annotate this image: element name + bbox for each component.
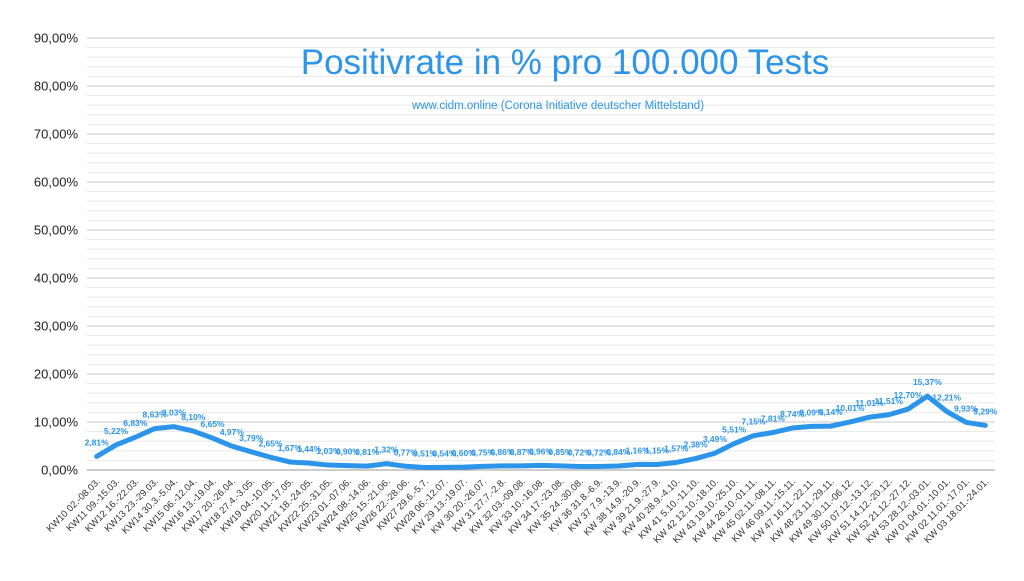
data-label: 1,44% <box>297 444 322 454</box>
data-label: 11,01% <box>855 398 884 408</box>
data-label: 0,77% <box>394 447 419 457</box>
data-label: 8,74% <box>780 409 805 419</box>
series-line <box>94 393 988 471</box>
data-label: 5,22% <box>104 426 129 436</box>
data-label: 9,09% <box>799 407 824 417</box>
y-tick-label: 70,00% <box>34 127 79 142</box>
y-tick-label: 80,00% <box>34 79 79 94</box>
data-label: 8,63% <box>143 410 168 420</box>
data-label: 0,72% <box>568 448 593 458</box>
data-label: 12,21% <box>932 392 961 402</box>
y-tick-label: 90,00% <box>34 31 79 46</box>
data-label: 9,14% <box>819 407 844 417</box>
data-label: 0,60% <box>452 448 477 458</box>
data-label: 2,65% <box>258 438 283 448</box>
data-label: 10,01% <box>836 403 865 413</box>
data-label: 6,83% <box>123 418 148 428</box>
data-label: 3,79% <box>239 433 264 443</box>
x-axis-tick-labels: KW10 02.-08.03.KW11 09.-15.03.KW12 16.-2… <box>45 476 992 545</box>
data-label: 0,87% <box>510 447 535 457</box>
data-label: 7,15% <box>741 417 766 427</box>
data-label: 0,86% <box>490 447 515 457</box>
data-label: 12,70% <box>894 390 923 400</box>
y-axis-tick-labels: 0,00% 10,00% 20,00% 30,00% 40,00% 50,00% 60,00… <box>34 31 79 478</box>
data-label: 0,75% <box>471 447 496 457</box>
data-label: 1,15% <box>645 445 670 455</box>
y-tick-label: 50,00% <box>34 223 79 238</box>
y-tick-label: 60,00% <box>34 175 79 190</box>
data-label: 5,51% <box>722 425 747 435</box>
data-label: 1,16% <box>626 445 651 455</box>
minor-gridlines <box>87 47 995 461</box>
chart-subtitle: www.cidm.online (Corona Initiative deuts… <box>411 100 704 112</box>
data-label: 1,67% <box>278 443 303 453</box>
y-tick-label: 10,00% <box>34 415 79 430</box>
data-label: 0,81% <box>355 447 380 457</box>
data-label: 0,90% <box>336 447 361 457</box>
data-label: 0,85% <box>548 447 573 457</box>
data-labels: 2,81% 5,22%6,83%8,63%9,03%8,10%6,65%4,97%… <box>85 377 998 458</box>
data-label: 6,65% <box>201 419 226 429</box>
data-label: 4,97% <box>220 427 245 437</box>
data-label: 11,51% <box>875 396 904 406</box>
data-label: 7,81% <box>761 414 786 424</box>
data-label: 9,29% <box>973 406 998 416</box>
data-label: 0,84% <box>606 447 631 457</box>
y-tick-label: 40,00% <box>34 271 79 286</box>
data-label: 15,37% <box>913 377 942 387</box>
data-label: 2,81% <box>85 438 110 448</box>
y-tick-label: 30,00% <box>34 319 79 334</box>
data-label: 0,72% <box>587 448 612 458</box>
data-label: 2,38% <box>683 440 708 450</box>
data-label: 0,51% <box>413 449 438 459</box>
data-label: 8,10% <box>181 412 206 422</box>
y-tick-label: 0,00% <box>41 463 78 478</box>
data-label: 1,57% <box>664 443 689 453</box>
data-label: 3,49% <box>703 434 728 444</box>
data-label: 0,54% <box>432 448 457 458</box>
data-label: 9,03% <box>162 408 187 418</box>
data-label: 1,32% <box>374 445 399 455</box>
data-label: 1,03% <box>316 446 341 456</box>
chart-title: Positivrate in % pro 100.000 Tests <box>301 43 830 82</box>
y-tick-label: 20,00% <box>34 367 79 382</box>
data-label: 9,93% <box>954 403 979 413</box>
data-label: 0,96% <box>529 446 554 456</box>
